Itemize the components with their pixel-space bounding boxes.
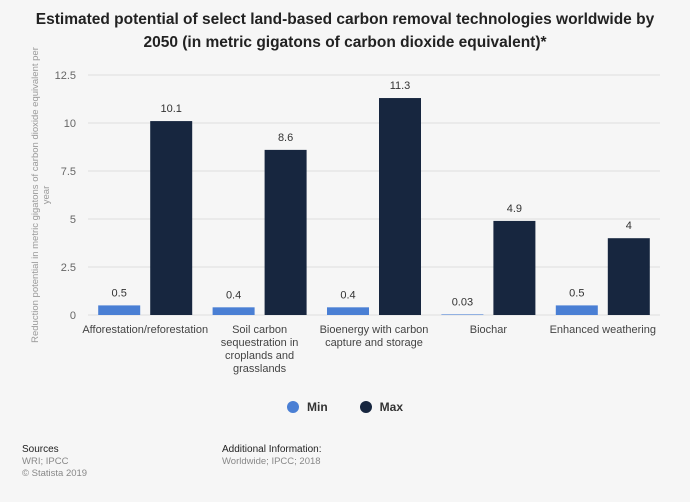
- x-tick-label: Soil carbon: [232, 324, 287, 336]
- x-tick-label: croplands and: [225, 350, 294, 362]
- bar-max: [264, 149, 307, 315]
- x-tick-label: Bioenergy with carbon: [320, 324, 429, 336]
- data-label-min: 0.5: [112, 287, 127, 299]
- additional-info-text: Worldwide; IPCC; 2018: [222, 456, 321, 467]
- bar-chart: 0 2.5 5 7.5 10 12.5 Reduction potential in met…: [30, 47, 660, 375]
- data-label-max: 4: [626, 220, 632, 232]
- sources-title: Sources: [22, 444, 59, 455]
- data-label-max: 4.9: [507, 203, 522, 215]
- sources-line: WRI; IPCC: [22, 456, 69, 467]
- x-tick-label: Enhanced weathering: [550, 324, 656, 336]
- y-tick-label: 0: [70, 310, 76, 322]
- legend-item-max[interactable]: Max: [359, 400, 403, 414]
- copyright-line: © Statista 2019: [22, 468, 88, 479]
- bar-min: [327, 307, 369, 315]
- y-tick-label: 10: [64, 118, 76, 130]
- y-tick-label: 5: [70, 214, 76, 226]
- bar-max: [493, 220, 536, 315]
- bar-max: [379, 98, 421, 315]
- y-tick-label: 2.5: [61, 262, 76, 274]
- chart-title: Estimated potential of select land-based…: [35, 11, 655, 51]
- x-tick-label: Afforestation/reforestation: [82, 324, 208, 336]
- legend-label-min: Min: [306, 400, 328, 414]
- bar-min: [555, 305, 598, 315]
- data-label-max: 10.1: [160, 103, 181, 115]
- y-tick-label: 12.5: [55, 70, 76, 82]
- data-label-max: 8.6: [278, 132, 293, 144]
- chart-legend: Min Max: [0, 400, 690, 414]
- data-label-min: 0.4: [226, 289, 241, 301]
- legend-swatch-min: [286, 401, 299, 413]
- bar-min: [98, 305, 141, 315]
- bar-min: [212, 307, 255, 315]
- sources-block: Sources WRI; IPCC © Statista 2019: [22, 444, 87, 480]
- additional-info-block: Additional Information: Worldwide; IPCC;…: [222, 444, 322, 468]
- bar-max: [150, 121, 193, 315]
- data-label-max: 11.3: [390, 80, 411, 92]
- data-label-min: 0.03: [452, 296, 473, 308]
- x-tick-label: Biochar: [470, 324, 508, 336]
- bar-min: [441, 314, 484, 315]
- data-label-min: 0.5: [569, 287, 584, 299]
- y-tick-label: 7.5: [61, 166, 76, 178]
- additional-info-title: Additional Information:: [222, 444, 322, 455]
- legend-label-max: Max: [379, 400, 403, 414]
- data-label-min: 0.4: [340, 289, 355, 301]
- y-axis-title-line: Reduction potential in metric gigatons o…: [30, 47, 41, 343]
- y-axis-title: Reduction potential in metric gigatons o…: [30, 47, 52, 343]
- bar-max: [607, 238, 650, 315]
- x-tick-label: grasslands: [233, 363, 287, 375]
- legend-item-min[interactable]: Min: [286, 400, 328, 414]
- x-tick-label: sequestration in: [221, 337, 299, 349]
- x-tick-label: capture and storage: [325, 337, 423, 349]
- y-axis-title-line: year: [41, 186, 52, 204]
- legend-swatch-max: [359, 401, 372, 413]
